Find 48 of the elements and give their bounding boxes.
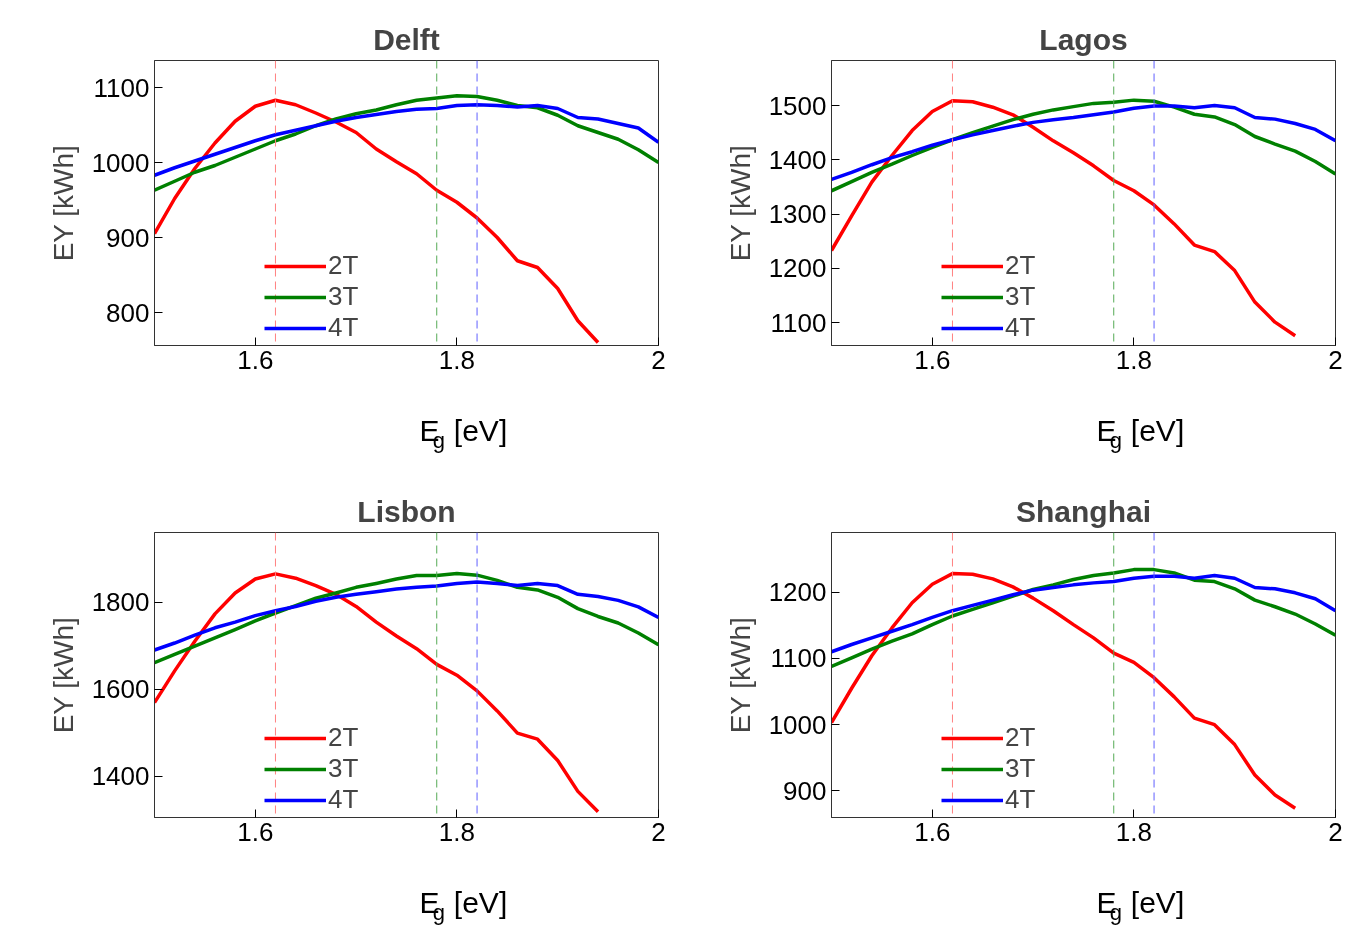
y-tick-label: 900 bbox=[106, 222, 150, 253]
x-tick-label: 2 bbox=[1328, 816, 1343, 847]
x-tick-label: 1.8 bbox=[1115, 344, 1152, 375]
x-tick-label: 2 bbox=[651, 344, 666, 375]
y-tick-label: 1200 bbox=[768, 253, 827, 284]
y-tick-label: 1300 bbox=[768, 199, 827, 230]
y-tick-label: 1200 bbox=[768, 577, 827, 608]
chart-title: Lagos bbox=[1039, 22, 1128, 56]
legend-label: 3T bbox=[1005, 753, 1036, 784]
chart-title: Shanghai bbox=[1015, 494, 1152, 528]
y-tick-label: 1100 bbox=[93, 72, 150, 103]
y-axis-title: EY [kWh] bbox=[47, 145, 79, 262]
y-tick-label: 1600 bbox=[91, 674, 150, 705]
legend-label: 2T bbox=[1005, 722, 1036, 753]
y-axis-title: EY [kWh] bbox=[47, 617, 79, 734]
y-tick-label: 1100 bbox=[770, 643, 827, 674]
x-tick-label: 1.8 bbox=[438, 344, 475, 375]
legend-label: 4T bbox=[328, 784, 359, 815]
legend-label: 2T bbox=[1005, 250, 1036, 281]
x-tick-label: 1.8 bbox=[438, 816, 475, 847]
y-tick-label: 1800 bbox=[91, 587, 150, 618]
legend-label: 3T bbox=[1005, 281, 1036, 312]
y-axis-title: EY [kWh] bbox=[724, 617, 756, 734]
legend-label: 4T bbox=[1005, 312, 1036, 343]
chart-title: Lisbon bbox=[357, 494, 456, 528]
legend-label: 4T bbox=[1005, 784, 1036, 815]
legend-label: 4T bbox=[328, 312, 359, 343]
x-tick-label: 2 bbox=[1328, 344, 1343, 375]
x-tick-label: 1.6 bbox=[914, 344, 951, 375]
y-tick-label: 900 bbox=[783, 775, 827, 806]
x-tick-label: 2 bbox=[651, 816, 666, 847]
chart-title: Delft bbox=[373, 22, 440, 56]
y-tick-label: 1000 bbox=[91, 147, 150, 178]
x-tick-label: 1.6 bbox=[237, 816, 274, 847]
y-tick-label: 800 bbox=[106, 297, 150, 328]
y-tick-label: 1400 bbox=[768, 144, 827, 175]
y-tick-label: 1100 bbox=[770, 307, 827, 338]
y-tick-label: 1000 bbox=[768, 709, 827, 740]
legend-label: 2T bbox=[328, 722, 359, 753]
legend-label: 3T bbox=[328, 281, 359, 312]
y-tick-label: 1400 bbox=[91, 761, 150, 792]
y-tick-label: 1500 bbox=[768, 90, 827, 121]
x-tick-label: 1.6 bbox=[237, 344, 274, 375]
legend-label: 2T bbox=[328, 250, 359, 281]
y-axis-title: EY [kWh] bbox=[724, 145, 756, 262]
x-tick-label: 1.6 bbox=[914, 816, 951, 847]
legend-label: 3T bbox=[328, 753, 359, 784]
x-tick-label: 1.8 bbox=[1115, 816, 1152, 847]
